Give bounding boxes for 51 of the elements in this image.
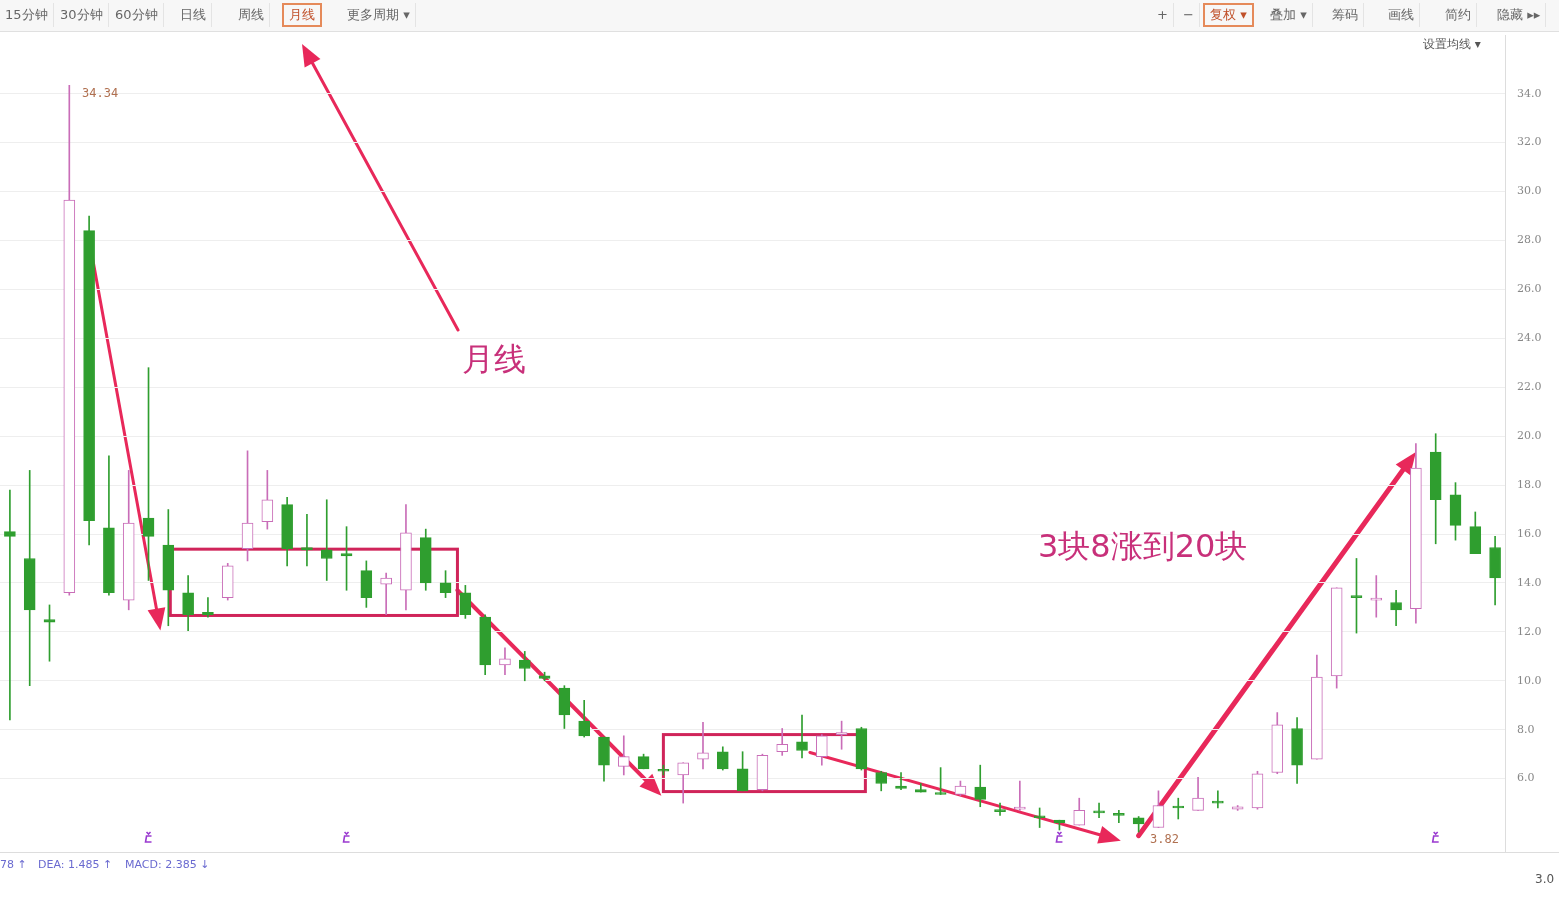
text: 复权 ▾: [1203, 3, 1254, 27]
text: 筹码: [1327, 3, 1364, 27]
annotation: 设置均线 ▾: [1423, 36, 1481, 53]
y-tick-label: 28.0: [1517, 233, 1542, 247]
text: −: [1178, 3, 1200, 27]
annotation: 3块8涨到20块: [1038, 526, 1248, 567]
text: 更多周期 ▾: [342, 3, 416, 27]
candlestick: [499, 647, 511, 675]
text: DEA: 1.485 ↑: [38, 858, 113, 871]
text: 画线: [1383, 3, 1420, 27]
y-tick-label: 34.0: [1517, 86, 1542, 100]
y-tick-label: 6.0: [1517, 771, 1535, 785]
text: 月线: [282, 3, 322, 27]
text: +: [1152, 3, 1174, 27]
annotation: 月线: [462, 339, 526, 380]
text: 叠加 ▾: [1265, 3, 1313, 27]
y-tick-label: 18.0: [1517, 477, 1542, 491]
text: 78 ↑: [0, 858, 27, 871]
annotation: 3.82: [1150, 832, 1179, 846]
annotation: 34.34: [82, 86, 119, 100]
candlestick: [320, 499, 333, 581]
text: 3.0: [1535, 872, 1555, 886]
candlestick: [301, 514, 313, 567]
y-tick-label: 30.0: [1517, 184, 1542, 198]
y-tick-label: 20.0: [1517, 429, 1542, 443]
candlestick: [4, 489, 16, 721]
y-tick-label: 8.0: [1517, 722, 1535, 736]
y-tick-label: 32.0: [1517, 135, 1542, 149]
candlestick: [202, 597, 214, 618]
text: 隐藏 ▸▸: [1492, 3, 1547, 27]
y-tick-label: 24.0: [1517, 331, 1542, 345]
candlestick: [1113, 810, 1125, 823]
candlestick: [1014, 780, 1026, 811]
y-tick-label: 22.0: [1517, 380, 1542, 394]
candlestick: [23, 470, 36, 686]
y-tick-label: 12.0: [1517, 624, 1542, 638]
text: MACD: 2.385 ↓: [125, 858, 210, 871]
candlestick: [994, 802, 1006, 816]
candlestick: [1390, 589, 1402, 627]
text: 简约: [1440, 3, 1477, 27]
candlestick: [796, 714, 808, 759]
text: 日线: [175, 3, 212, 27]
y-tick-label: 10.0: [1517, 673, 1542, 687]
candlestick: [895, 772, 907, 790]
y-tick-label: 16.0: [1517, 526, 1542, 540]
text: 30分钟: [55, 3, 109, 27]
text: 60分钟: [110, 3, 164, 27]
y-tick-label: 14.0: [1517, 575, 1542, 589]
text: 15分钟: [0, 3, 54, 27]
y-tick-label: 26.0: [1517, 282, 1542, 296]
text: 周线: [233, 3, 270, 27]
